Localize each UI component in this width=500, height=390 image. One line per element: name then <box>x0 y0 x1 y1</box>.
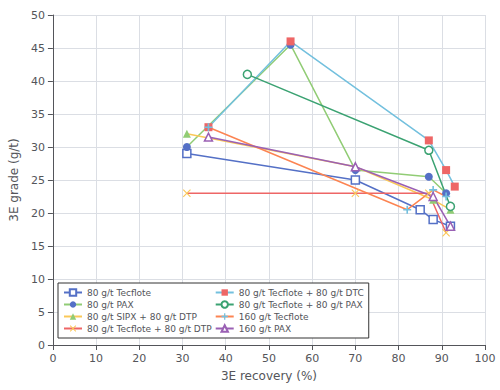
svg-text:3E grade (g/t): 3E grade (g/t) <box>7 138 21 221</box>
svg-text:80 g/t SIPX + 80 g/t DTP: 80 g/t SIPX + 80 g/t DTP <box>87 312 198 322</box>
svg-text:80 g/t PAX: 80 g/t PAX <box>87 300 134 310</box>
svg-text:40: 40 <box>219 352 233 365</box>
svg-text:80 g/t Tecflote: 80 g/t Tecflote <box>87 288 152 298</box>
svg-text:50: 50 <box>31 9 45 22</box>
svg-text:10: 10 <box>31 273 45 286</box>
svg-text:45: 45 <box>31 42 45 55</box>
svg-text:70: 70 <box>348 352 362 365</box>
svg-text:80: 80 <box>392 352 406 365</box>
svg-text:160 g/t PAX: 160 g/t PAX <box>239 324 291 334</box>
svg-text:30: 30 <box>176 352 190 365</box>
svg-text:25: 25 <box>31 174 45 187</box>
svg-text:30: 30 <box>31 141 45 154</box>
svg-text:90: 90 <box>435 352 449 365</box>
svg-text:20: 20 <box>132 352 146 365</box>
svg-text:50: 50 <box>262 352 276 365</box>
svg-text:0: 0 <box>38 339 45 352</box>
svg-text:80 g/t Tecflote + 80 g/t PAX: 80 g/t Tecflote + 80 g/t PAX <box>239 300 363 310</box>
svg-text:35: 35 <box>31 108 45 121</box>
svg-text:0: 0 <box>49 352 56 365</box>
svg-text:3E recovery (%): 3E recovery (%) <box>221 369 317 383</box>
svg-text:15: 15 <box>31 240 45 253</box>
svg-text:60: 60 <box>305 352 319 365</box>
svg-text:20: 20 <box>31 207 45 220</box>
svg-text:100: 100 <box>475 352 496 365</box>
svg-text:10: 10 <box>89 352 103 365</box>
svg-text:80 g/t Tecflote + 80 g/t DTP: 80 g/t Tecflote + 80 g/t DTP <box>87 324 212 334</box>
svg-text:5: 5 <box>38 306 45 319</box>
svg-text:40: 40 <box>31 75 45 88</box>
svg-text:80 g/t Tecflote + 80 g/t DTC: 80 g/t Tecflote + 80 g/t DTC <box>239 288 364 298</box>
svg-text:160 g/t Tecflote: 160 g/t Tecflote <box>239 312 309 322</box>
